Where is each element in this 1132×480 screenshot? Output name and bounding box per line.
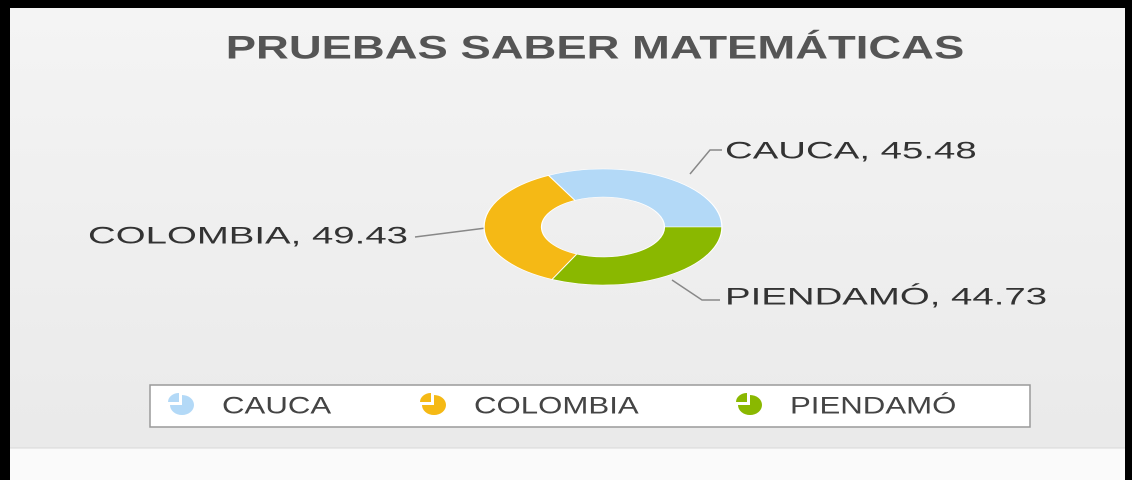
leader-line (414, 227, 487, 238)
legend-label: PIENDAMÓ (790, 392, 956, 419)
legend-icon (420, 393, 446, 415)
legend-box (149, 384, 1031, 428)
legend-item: PIENDAMÓ (790, 392, 956, 419)
data-label: CAUCA, 45.48 (725, 137, 977, 164)
leader-line (671, 279, 720, 301)
title-group: PRUEBAS SABER MATEMÁTICAS (226, 30, 965, 66)
leader-line (689, 149, 722, 175)
donut-slice (547, 168, 723, 228)
legend-label: COLOMBIA (474, 392, 639, 419)
data-label-group: CAUCA, 45.48 (725, 137, 977, 164)
data-label: COLOMBIA, 49.43 (88, 222, 408, 249)
data-label-group: PIENDAMÓ, 44.73 (725, 283, 1047, 310)
legend-item: CAUCA (222, 392, 332, 419)
data-label: PIENDAMÓ, 44.73 (725, 283, 1047, 310)
legend-icon (736, 393, 762, 415)
footer-area (10, 448, 1125, 480)
legend-icon (168, 393, 194, 415)
chart-title: PRUEBAS SABER MATEMÁTICAS (226, 30, 965, 66)
data-label-group: COLOMBIA, 49.43 (88, 222, 408, 249)
donut-slice (551, 226, 723, 286)
donut-slice (483, 175, 578, 280)
legend-label: CAUCA (222, 392, 332, 419)
donut (483, 168, 723, 286)
legend-item: COLOMBIA (474, 392, 639, 419)
